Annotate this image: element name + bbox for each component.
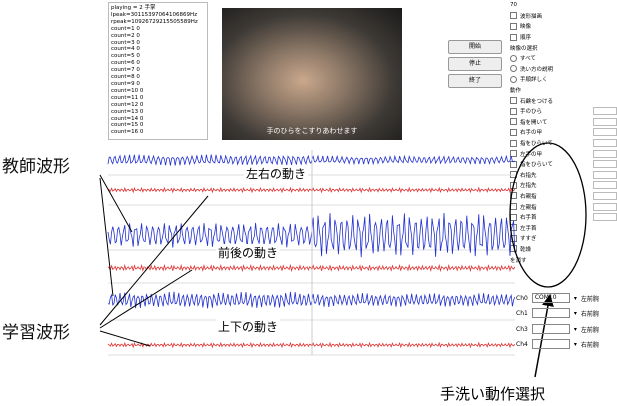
select-label: 手洗い動作選択 (440, 383, 545, 404)
waveform (108, 155, 515, 166)
channel: Ch4 (516, 341, 528, 348)
waveform (108, 213, 515, 257)
channel-row: Ch4 ▾ 右前腕 (516, 339, 599, 349)
port-select[interactable] (532, 339, 570, 349)
teacher-label: 教師波形 (2, 152, 70, 177)
port-select[interactable] (532, 308, 570, 318)
side: 左前腕 (581, 325, 599, 334)
page: playing = 2 手掌lpeak=30115397064106869Hzr… (0, 0, 617, 406)
channel: Ch0 (516, 295, 528, 302)
waveform (108, 292, 515, 309)
side: 右前腕 (581, 340, 599, 349)
channel-row: Ch1 ▾ 右前腕 (516, 308, 599, 318)
channel: Ch1 (516, 310, 528, 317)
side: 右前腕 (581, 309, 599, 318)
waveform (108, 188, 515, 192)
waveform (108, 343, 515, 347)
fb-label: 前後の動き (216, 244, 280, 261)
waveform (108, 265, 515, 271)
arrow: ▾ (574, 295, 577, 302)
arrow: ▾ (574, 326, 577, 333)
port-select[interactable]: COM10 (532, 293, 570, 303)
arrow: ▾ (574, 341, 577, 348)
learner-label: 学習波形 (2, 318, 70, 343)
port-select[interactable] (532, 324, 570, 334)
channel: Ch3 (516, 326, 528, 333)
lr-label: 左右の動き (244, 165, 308, 182)
channel-row: Ch3 ▾ 左前腕 (516, 324, 599, 334)
arrow: ▾ (574, 310, 577, 317)
side: 左前腕 (581, 294, 599, 303)
channel-row: Ch0 COM10 ▾ 左前腕 (516, 293, 599, 303)
ud-label: 上下の動き (216, 318, 280, 335)
